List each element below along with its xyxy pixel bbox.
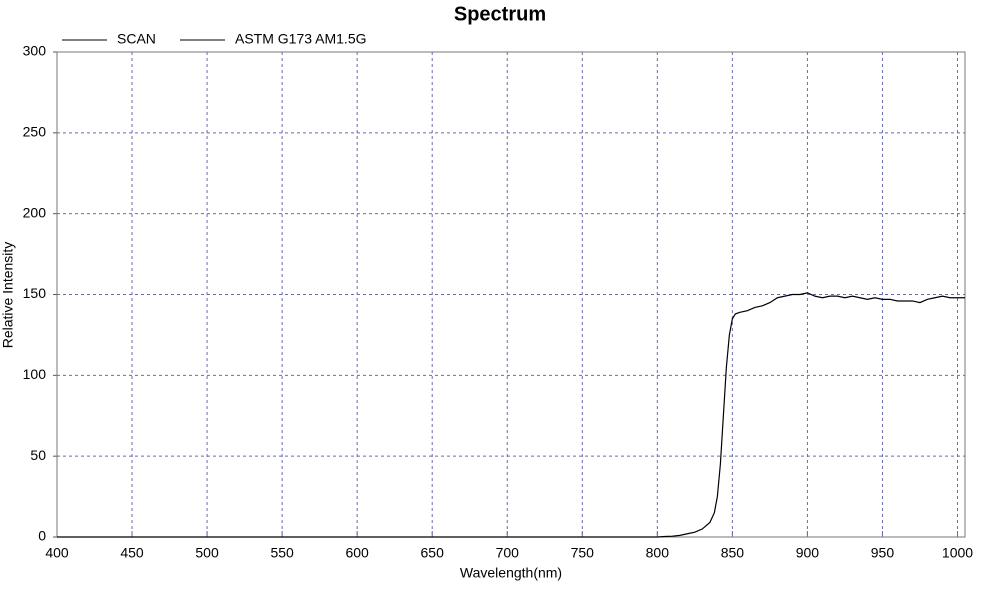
y-tick-label: 0 <box>38 528 46 544</box>
y-tick-label: 250 <box>23 124 47 140</box>
y-tick-label: 300 <box>23 43 47 59</box>
data-line <box>57 292 965 538</box>
x-tick-label: 450 <box>120 545 144 561</box>
x-tick-label: 900 <box>796 545 820 561</box>
y-axis-label: Relative Intensity <box>0 242 16 349</box>
x-tick-label: 600 <box>345 545 369 561</box>
y-tick-label: 200 <box>23 204 47 220</box>
x-tick-label: 550 <box>270 545 294 561</box>
y-tick-label: 100 <box>23 366 47 382</box>
legend-label: SCAN <box>117 31 156 47</box>
x-tick-label: 750 <box>571 545 595 561</box>
x-tick-label: 1000 <box>942 545 973 561</box>
x-axis-label: Wavelength(nm) <box>460 565 562 581</box>
y-tick-label: 150 <box>23 285 47 301</box>
legend-label: ASTM G173 AM1.5G <box>235 31 367 47</box>
y-tick-label: 50 <box>30 447 46 463</box>
x-tick-label: 700 <box>496 545 520 561</box>
x-tick-label: 500 <box>195 545 219 561</box>
x-tick-label: 400 <box>45 545 69 561</box>
chart-title: Spectrum <box>454 3 546 25</box>
x-tick-label: 850 <box>721 545 745 561</box>
x-tick-label: 650 <box>421 545 445 561</box>
x-tick-label: 800 <box>646 545 670 561</box>
x-tick-label: 950 <box>871 545 895 561</box>
